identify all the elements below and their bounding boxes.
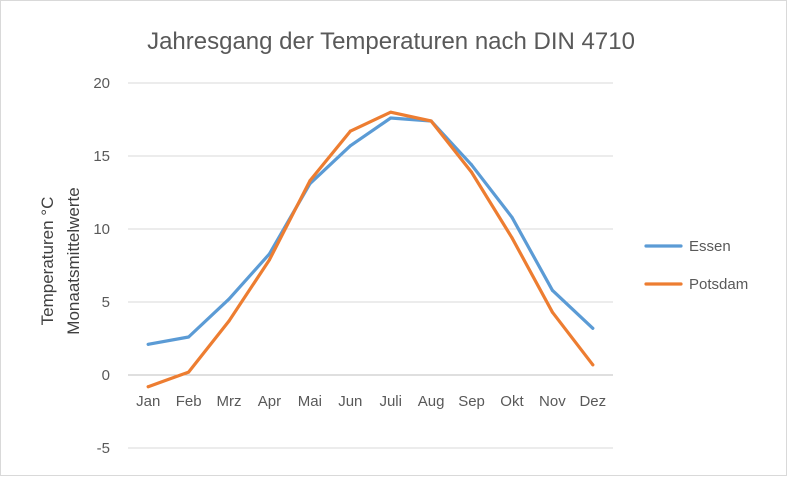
data-point xyxy=(389,116,393,120)
x-tick-label: Nov xyxy=(539,393,566,410)
y-tick-label: 0 xyxy=(102,367,110,384)
legend-label-potsdam: Potsdam xyxy=(689,276,748,293)
series-line-potsdam xyxy=(146,110,595,389)
x-tick-label: Mai xyxy=(298,393,322,410)
chart-title: Jahresgang der Temperaturen nach DIN 471… xyxy=(147,28,635,55)
x-tick-label: Mrz xyxy=(217,393,242,410)
legend-label-essen: Essen xyxy=(689,238,731,255)
grid xyxy=(128,82,613,449)
data-point xyxy=(267,252,271,256)
x-tick-label: Feb xyxy=(176,393,202,410)
x-tick-label: Dez xyxy=(579,393,606,410)
data-point xyxy=(429,119,433,123)
y-tick-label: 10 xyxy=(93,221,110,238)
data-point xyxy=(591,326,595,330)
data-point xyxy=(550,288,554,292)
data-point xyxy=(510,215,514,219)
data-point xyxy=(267,258,271,262)
data-point xyxy=(308,179,312,183)
data-point xyxy=(146,385,150,389)
x-tick-label: Apr xyxy=(258,393,281,410)
y-axis-label-line-1: Temperaturen °C xyxy=(38,197,57,326)
data-point xyxy=(187,370,191,374)
data-point xyxy=(187,335,191,339)
data-point xyxy=(146,342,150,346)
legend: Essen Potsdam xyxy=(644,238,748,293)
x-tick-label: Okt xyxy=(500,393,524,410)
series-lines xyxy=(146,110,595,389)
y-axis-label: Temperaturen °C Monaatsmittelwerte xyxy=(38,187,83,334)
y-axis-label-line-2: Monaatsmittelwerte xyxy=(64,187,83,334)
x-tick-label: Sep xyxy=(458,393,485,410)
data-point xyxy=(470,170,474,174)
x-axis-ticks: Jan Feb Mrz Apr Mai Jun Juli Aug Sep Okt Nov Dez xyxy=(136,393,606,410)
series-line-essen xyxy=(146,116,595,346)
data-point xyxy=(510,236,514,240)
data-point xyxy=(591,363,595,367)
data-point xyxy=(470,163,474,167)
x-tick-label: Aug xyxy=(418,393,445,410)
data-point xyxy=(389,110,393,114)
data-point xyxy=(227,319,231,323)
data-point xyxy=(348,129,352,133)
y-axis-ticks: 20 15 10 5 0 -5 xyxy=(93,75,110,457)
data-point xyxy=(227,297,231,301)
y-tick-label: 20 xyxy=(93,75,110,92)
x-tick-label: Jun xyxy=(338,393,362,410)
y-tick-label: 5 xyxy=(102,294,110,311)
y-tick-label: -5 xyxy=(97,440,110,457)
y-tick-label: 15 xyxy=(93,148,110,165)
data-point xyxy=(348,144,352,148)
x-tick-label: Jan xyxy=(136,393,160,410)
x-tick-label: Juli xyxy=(379,393,402,410)
data-point xyxy=(550,310,554,314)
